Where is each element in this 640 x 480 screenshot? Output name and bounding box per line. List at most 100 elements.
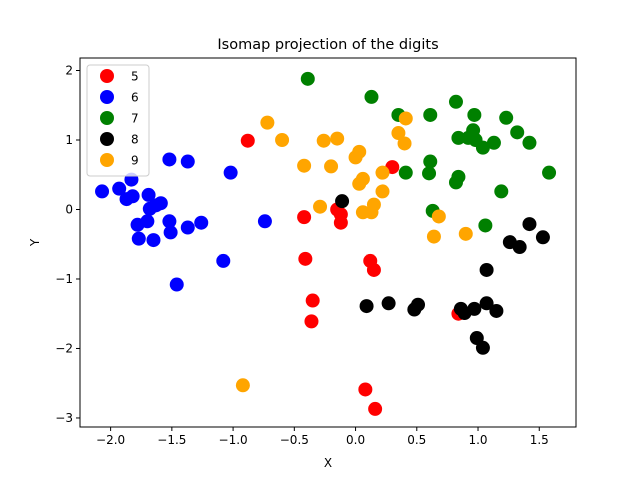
legend-label: 7 bbox=[131, 112, 139, 126]
data-point-digit-9 bbox=[458, 226, 473, 241]
data-point-digit-7 bbox=[423, 107, 438, 122]
data-points bbox=[95, 71, 557, 416]
data-point-digit-9 bbox=[375, 184, 390, 199]
data-point-digit-7 bbox=[300, 71, 315, 86]
data-point-digit-9 bbox=[426, 229, 441, 244]
data-point-digit-6 bbox=[257, 214, 272, 229]
data-point-digit-8 bbox=[489, 303, 504, 318]
data-point-digit-5 bbox=[366, 262, 381, 277]
data-point-digit-6 bbox=[153, 196, 168, 211]
data-point-digit-6 bbox=[140, 214, 155, 229]
data-point-digit-6 bbox=[95, 184, 110, 199]
legend-label: 9 bbox=[131, 154, 139, 168]
data-point-digit-6 bbox=[141, 187, 156, 202]
data-point-digit-5 bbox=[304, 314, 319, 329]
data-point-digit-7 bbox=[448, 94, 463, 109]
legend-marker bbox=[100, 153, 114, 167]
data-point-digit-8 bbox=[335, 194, 350, 209]
data-point-digit-6 bbox=[146, 233, 161, 248]
data-point-digit-7 bbox=[423, 154, 438, 169]
x-tick-label: −1.0 bbox=[219, 433, 248, 447]
legend: 5 6 7 8 9 bbox=[86, 64, 150, 177]
data-point-digit-6 bbox=[223, 165, 238, 180]
data-point-digit-9 bbox=[324, 159, 339, 174]
data-point-digit-5 bbox=[297, 210, 312, 225]
data-point-digit-7 bbox=[494, 184, 509, 199]
data-point-digit-6 bbox=[194, 215, 209, 230]
data-point-digit-6 bbox=[131, 231, 146, 246]
x-tick-label: 0.0 bbox=[346, 433, 365, 447]
y-tick-label: −1 bbox=[55, 272, 73, 286]
x-tick-label: −0.5 bbox=[280, 433, 309, 447]
data-point-digit-9 bbox=[260, 115, 275, 130]
data-point-digit-8 bbox=[479, 262, 494, 277]
data-point-digit-8 bbox=[479, 296, 494, 311]
data-point-digit-7 bbox=[522, 135, 537, 150]
data-point-digit-7 bbox=[364, 89, 379, 104]
y-tick-label: 0 bbox=[65, 202, 73, 216]
data-point-digit-8 bbox=[411, 297, 426, 312]
y-axis-label: Y bbox=[28, 238, 42, 247]
data-point-digit-7 bbox=[499, 110, 514, 125]
data-point-digit-7 bbox=[475, 140, 490, 155]
data-point-digit-6 bbox=[125, 189, 140, 204]
data-point-digit-7 bbox=[422, 166, 437, 181]
data-point-digit-9 bbox=[316, 133, 331, 148]
y-tick-label: −3 bbox=[55, 411, 73, 425]
data-point-digit-5 bbox=[240, 133, 255, 148]
legend-marker bbox=[100, 69, 114, 83]
legend-box bbox=[86, 64, 150, 177]
chart-title: Isomap projection of the digits bbox=[217, 37, 438, 53]
x-tick-label: −2.0 bbox=[96, 433, 125, 447]
x-tick-label: 1.5 bbox=[530, 433, 549, 447]
legend-marker bbox=[100, 132, 114, 146]
data-point-digit-9 bbox=[352, 144, 367, 159]
data-point-digit-9 bbox=[391, 126, 406, 141]
data-point-digit-6 bbox=[180, 220, 195, 235]
data-point-digit-9 bbox=[297, 158, 312, 173]
data-point-digit-8 bbox=[535, 230, 550, 245]
data-point-digit-8 bbox=[475, 340, 490, 355]
legend-marker bbox=[100, 111, 114, 125]
data-point-digit-7 bbox=[478, 218, 493, 233]
data-point-digit-9 bbox=[313, 199, 328, 214]
data-point-digit-7 bbox=[451, 130, 466, 145]
data-point-digit-7 bbox=[467, 107, 482, 122]
data-point-digit-6 bbox=[163, 225, 178, 240]
data-point-digit-8 bbox=[381, 296, 396, 311]
data-point-digit-6 bbox=[216, 253, 231, 268]
data-point-digit-7 bbox=[542, 165, 557, 180]
data-point-digit-7 bbox=[448, 175, 463, 190]
data-point-digit-5 bbox=[305, 293, 320, 308]
data-point-digit-6 bbox=[180, 154, 195, 169]
x-tick-label: −1.5 bbox=[157, 433, 186, 447]
x-tick-label: 0.5 bbox=[407, 433, 426, 447]
y-tick-label: 2 bbox=[65, 64, 73, 78]
data-point-digit-8 bbox=[359, 299, 374, 314]
data-point-digit-5 bbox=[333, 215, 348, 230]
data-point-digit-8 bbox=[512, 240, 527, 255]
x-tick-label: 1.0 bbox=[468, 433, 487, 447]
data-point-digit-9 bbox=[375, 165, 390, 180]
legend-label: 5 bbox=[131, 70, 139, 84]
data-point-digit-5 bbox=[368, 401, 383, 416]
data-point-digit-6 bbox=[169, 277, 184, 292]
data-point-digit-9 bbox=[355, 171, 370, 186]
data-point-digit-6 bbox=[162, 214, 177, 229]
data-point-digit-6 bbox=[162, 152, 177, 167]
data-point-digit-9 bbox=[397, 136, 412, 151]
data-point-digit-9 bbox=[398, 111, 413, 126]
data-point-digit-9 bbox=[235, 378, 250, 393]
data-point-digit-9 bbox=[431, 209, 446, 224]
data-point-digit-9 bbox=[366, 197, 381, 212]
data-point-digit-8 bbox=[467, 301, 482, 316]
data-point-digit-8 bbox=[522, 217, 537, 232]
y-tick-label: 1 bbox=[65, 133, 73, 147]
data-point-digit-7 bbox=[398, 165, 413, 180]
y-tick-label: −2 bbox=[55, 341, 73, 355]
data-point-digit-7 bbox=[510, 125, 525, 140]
data-point-digit-6 bbox=[112, 181, 127, 196]
legend-label: 8 bbox=[131, 133, 139, 147]
data-point-digit-9 bbox=[275, 133, 290, 147]
